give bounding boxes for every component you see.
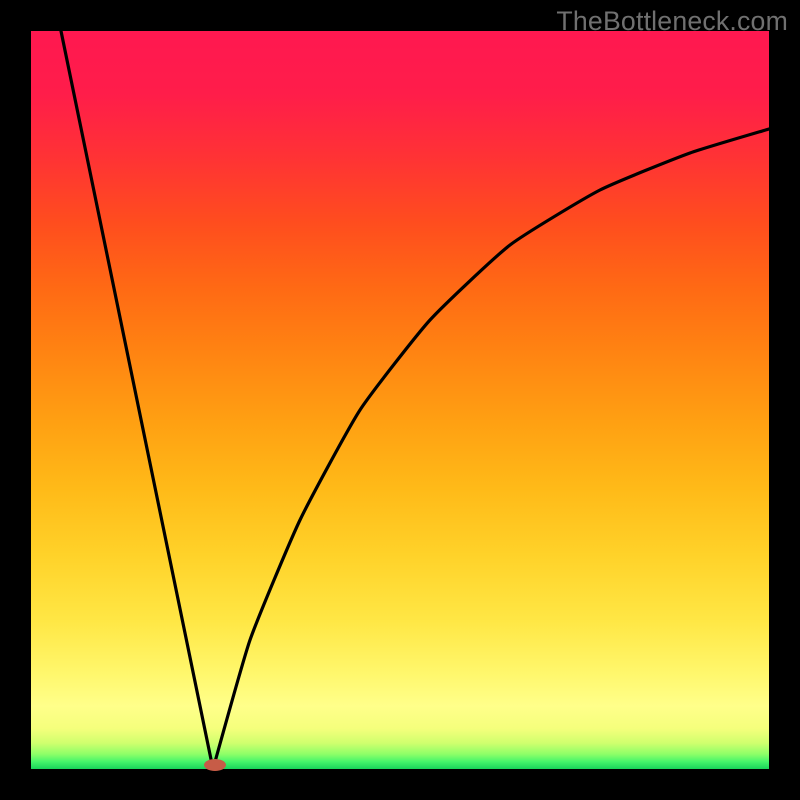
chart-gradient-bg (31, 31, 769, 769)
chart-svg (0, 0, 800, 800)
optimal-point-marker (204, 759, 226, 771)
bottleneck-chart: TheBottleneck.com (0, 0, 800, 800)
